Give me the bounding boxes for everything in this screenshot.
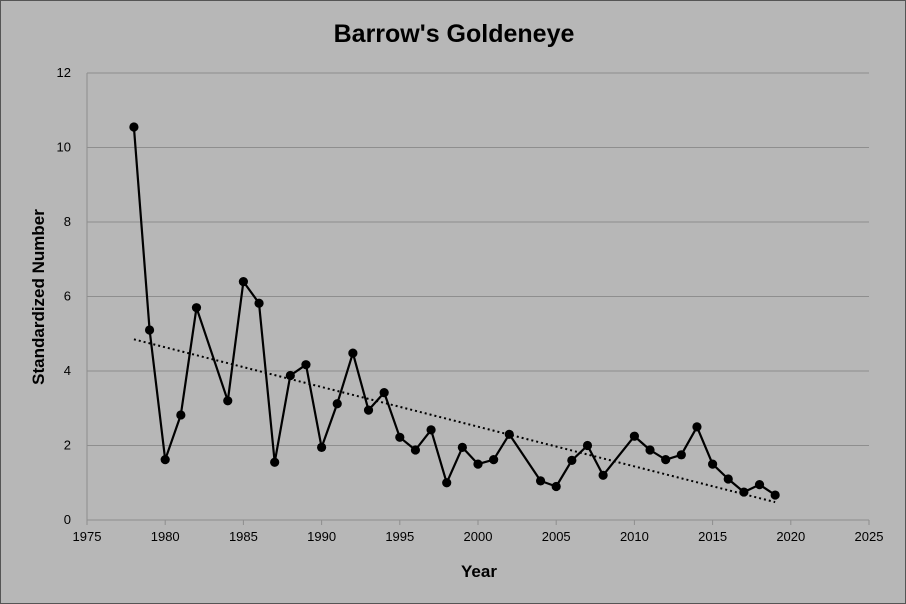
data-point-2016	[723, 474, 733, 484]
data-point-1989	[301, 360, 311, 370]
data-point-1992	[348, 348, 358, 358]
data-points	[129, 122, 780, 500]
data-point-1980	[160, 455, 170, 465]
data-point-1998	[442, 478, 452, 488]
data-point-2018	[754, 480, 765, 490]
trendline-layer	[133, 338, 776, 504]
data-point-1988	[285, 370, 295, 381]
data-point-1986	[254, 298, 264, 308]
data-point-2010	[629, 431, 640, 441]
gridlines	[87, 72, 869, 446]
y-tick-label-10: 10	[57, 140, 71, 155]
data-point-2007	[582, 440, 593, 451]
y-tick-labels: 0 2 4 6 8 10 12	[57, 65, 71, 527]
data-point-1995	[395, 432, 405, 442]
data-point-1990	[317, 442, 327, 452]
data-point-1997	[426, 425, 436, 435]
data-point-2017	[739, 487, 749, 497]
y-tick-label-4: 4	[64, 363, 71, 378]
series-line-0	[132, 126, 776, 496]
data-point-1981	[176, 410, 186, 420]
y-tick-label-6: 6	[64, 289, 71, 304]
x-tick-label-1990: 1990	[307, 529, 336, 544]
data-point-1987	[270, 457, 280, 467]
data-point-2002	[504, 429, 514, 439]
data-point-1991	[332, 399, 342, 409]
x-tick-label-2000: 2000	[464, 529, 493, 544]
data-point-1978	[129, 122, 139, 132]
data-point-2001	[489, 455, 499, 465]
y-tick-label-8: 8	[64, 214, 71, 229]
chart-title: Barrow's Goldeneye	[334, 20, 575, 48]
data-point-1993	[363, 405, 374, 415]
axes	[86, 73, 870, 525]
data-point-2015	[708, 459, 718, 469]
series-layer	[132, 126, 776, 496]
data-point-2014	[692, 422, 702, 432]
data-point-1982	[191, 303, 202, 313]
data-point-2008	[598, 470, 608, 480]
data-point-1984	[223, 396, 233, 406]
y-tick-label-0: 0	[64, 512, 71, 527]
y-tick-label-2: 2	[64, 438, 71, 453]
data-point-2013	[676, 450, 686, 460]
x-tick-label-1995: 1995	[385, 529, 414, 544]
data-point-2005	[551, 481, 561, 492]
x-tick-label-2025: 2025	[855, 529, 884, 544]
x-tick-labels: 1975 1980 1985 1990 1995 2000 2005 2010 2015 2020…	[73, 529, 884, 544]
data-point-2006	[567, 455, 577, 465]
x-tick-label-1975: 1975	[73, 529, 102, 544]
data-point-2000	[473, 459, 483, 469]
x-tick-label-1980: 1980	[151, 529, 180, 544]
x-tick-label-1985: 1985	[229, 529, 258, 544]
data-point-1996	[410, 445, 421, 455]
data-point-2004	[535, 476, 546, 486]
data-point-1979	[144, 325, 155, 335]
x-tick-label-2005: 2005	[542, 529, 571, 544]
data-point-1999	[457, 442, 467, 452]
y-axis-title: Standardized Number	[29, 209, 48, 385]
data-point-1994	[379, 388, 389, 398]
x-tick-label-2015: 2015	[698, 529, 727, 544]
data-point-2011	[645, 445, 655, 455]
x-tick-label-2020: 2020	[776, 529, 805, 544]
x-axis-title: Year	[461, 562, 497, 581]
trendline	[133, 338, 776, 504]
data-point-2019	[770, 490, 780, 500]
x-tick-label-2010: 2010	[620, 529, 649, 544]
data-point-1985	[238, 277, 248, 287]
y-tick-label-12: 12	[57, 65, 71, 80]
data-point-2012	[661, 455, 671, 465]
